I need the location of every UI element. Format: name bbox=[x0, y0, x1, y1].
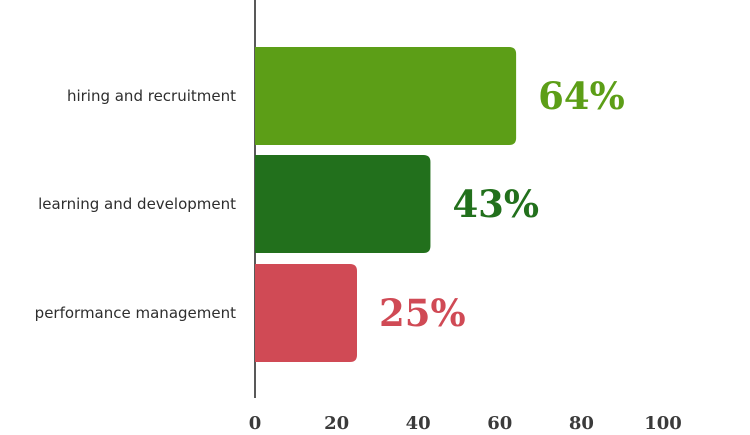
x-tick-label: 20 bbox=[324, 413, 349, 434]
x-tick-label: 100 bbox=[644, 413, 682, 434]
bar-hiring-and-recruitment bbox=[255, 47, 517, 145]
bar-learning-and-development bbox=[255, 155, 431, 253]
x-tick-label: 60 bbox=[487, 413, 512, 434]
category-label: hiring and recruitment bbox=[67, 87, 236, 105]
bar-performance-management bbox=[255, 264, 357, 362]
category-label: performance management bbox=[35, 304, 236, 322]
value-label: 43% bbox=[452, 182, 539, 226]
value-label: 64% bbox=[538, 74, 625, 118]
x-tick-label: 80 bbox=[569, 413, 594, 434]
category-label: learning and development bbox=[38, 195, 236, 213]
value-label: 25% bbox=[379, 291, 466, 335]
x-tick-label: 40 bbox=[406, 413, 431, 434]
x-tick-label: 0 bbox=[249, 413, 262, 434]
